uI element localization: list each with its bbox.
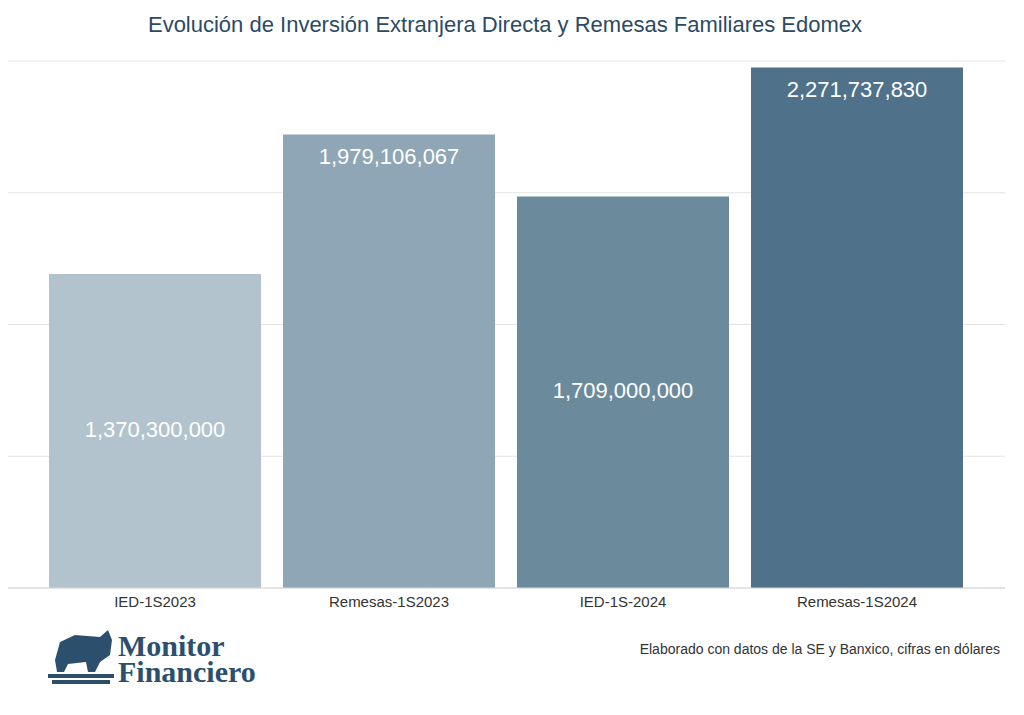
svg-text:IED-1S2023: IED-1S2023 <box>114 593 196 610</box>
svg-text:Remesas-1S2024: Remesas-1S2024 <box>797 593 917 610</box>
svg-text:Monitor: Monitor <box>118 629 225 662</box>
svg-text:1,370,300,000: 1,370,300,000 <box>85 417 226 442</box>
html-text:Evolución de Inversión Extranj: Evolución de Inversión Extranjera Direct… <box>148 12 862 37</box>
svg-text:IED-1S-2024: IED-1S-2024 <box>580 593 667 610</box>
svg-text:Elaborado con datos de la SE y: Elaborado con datos de la SE y Banxico, … <box>640 641 1000 657</box>
svg-text:1,709,000,000: 1,709,000,000 <box>553 378 694 403</box>
svg-text:Financiero: Financiero <box>118 655 256 688</box>
svg-text:1,979,106,067: 1,979,106,067 <box>319 144 460 169</box>
svg-text:Remesas-1S2023: Remesas-1S2023 <box>329 593 449 610</box>
svg-text:2,271,737,830: 2,271,737,830 <box>787 77 928 102</box>
